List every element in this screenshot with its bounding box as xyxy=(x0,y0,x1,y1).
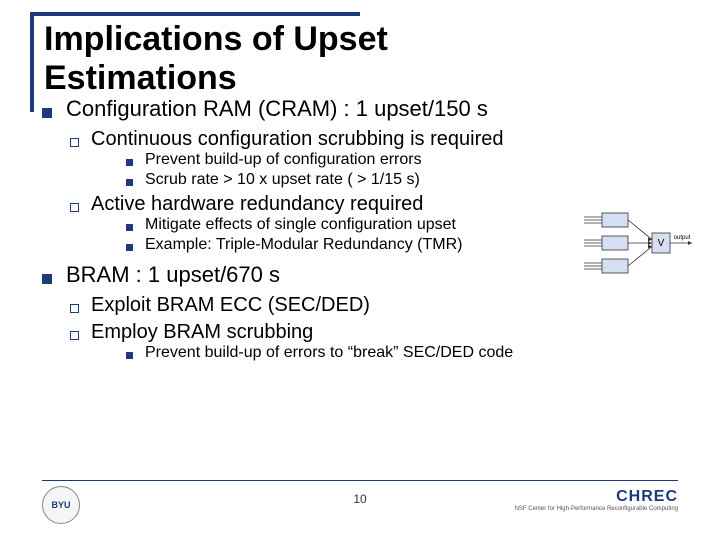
chrec-logo: CHREC NSF Center for High-Performance Re… xyxy=(515,488,678,512)
bullet-square-open-icon xyxy=(70,138,79,147)
bullet-l3-text: Mitigate effects of single configuration… xyxy=(145,216,456,234)
footer-rule xyxy=(42,480,678,481)
bullet-level-2: Continuous configuration scrubbing is re… xyxy=(70,128,700,151)
bullet-level-1: Configuration RAM (CRAM) : 1 upset/150 s xyxy=(42,96,700,122)
title-rule-top xyxy=(30,12,360,16)
bullet-square-small-icon xyxy=(126,352,133,359)
bullet-level-3: Prevent build-up of errors to “break” SE… xyxy=(126,344,700,362)
title-rule-left xyxy=(30,12,34,112)
bullet-level-3: Scrub rate > 10 x upset rate ( > 1/15 s) xyxy=(126,171,700,189)
footer: 10 BYU CHREC NSF Center for High-Perform… xyxy=(0,480,720,530)
bullet-level-3: Prevent build-up of configuration errors xyxy=(126,151,700,169)
bullet-l3-text: Scrub rate > 10 x upset rate ( > 1/15 s) xyxy=(145,171,420,189)
bullet-square-open-icon xyxy=(70,331,79,340)
bullet-square-open-icon xyxy=(70,304,79,313)
bullet-l2-text: Exploit BRAM ECC (SEC/DED) xyxy=(91,294,370,317)
byu-logo: BYU xyxy=(42,486,80,524)
bullet-l2-text: Active hardware redundancy required xyxy=(91,193,423,216)
bullet-square-filled-icon xyxy=(42,274,52,284)
bullet-level-2: Exploit BRAM ECC (SEC/DED) xyxy=(70,294,700,317)
bullet-square-small-icon xyxy=(126,159,133,166)
bullet-square-filled-icon xyxy=(42,108,52,118)
byu-logo-text: BYU xyxy=(51,500,70,510)
bullet-square-open-icon xyxy=(70,203,79,212)
bullet-square-small-icon xyxy=(126,179,133,186)
bullet-square-small-icon xyxy=(126,224,133,231)
svg-text:output: output xyxy=(674,235,691,241)
bullet-l3-text: Example: Triple-Modular Redundancy (TMR) xyxy=(145,236,462,254)
bullet-level-2: Employ BRAM scrubbing xyxy=(70,321,700,344)
chrec-logo-sub: NSF Center for High-Performance Reconfig… xyxy=(515,506,678,513)
bullet-l1-text: BRAM : 1 upset/670 s xyxy=(66,262,280,288)
slide-title: Implications of Upset Estimations xyxy=(44,20,388,98)
bullet-l1-text: Configuration RAM (CRAM) : 1 upset/150 s xyxy=(66,96,488,122)
bullet-l2-text: Employ BRAM scrubbing xyxy=(91,321,313,344)
bullet-l2-text: Continuous configuration scrubbing is re… xyxy=(91,128,503,151)
tmr-diagram: Voutput xyxy=(580,203,698,283)
svg-text:V: V xyxy=(658,238,665,249)
bullet-l3-text: Prevent build-up of errors to “break” SE… xyxy=(145,344,513,362)
chrec-logo-main: CHREC xyxy=(515,488,678,506)
bullet-l3-text: Prevent build-up of configuration errors xyxy=(145,151,422,169)
bullet-square-small-icon xyxy=(126,244,133,251)
